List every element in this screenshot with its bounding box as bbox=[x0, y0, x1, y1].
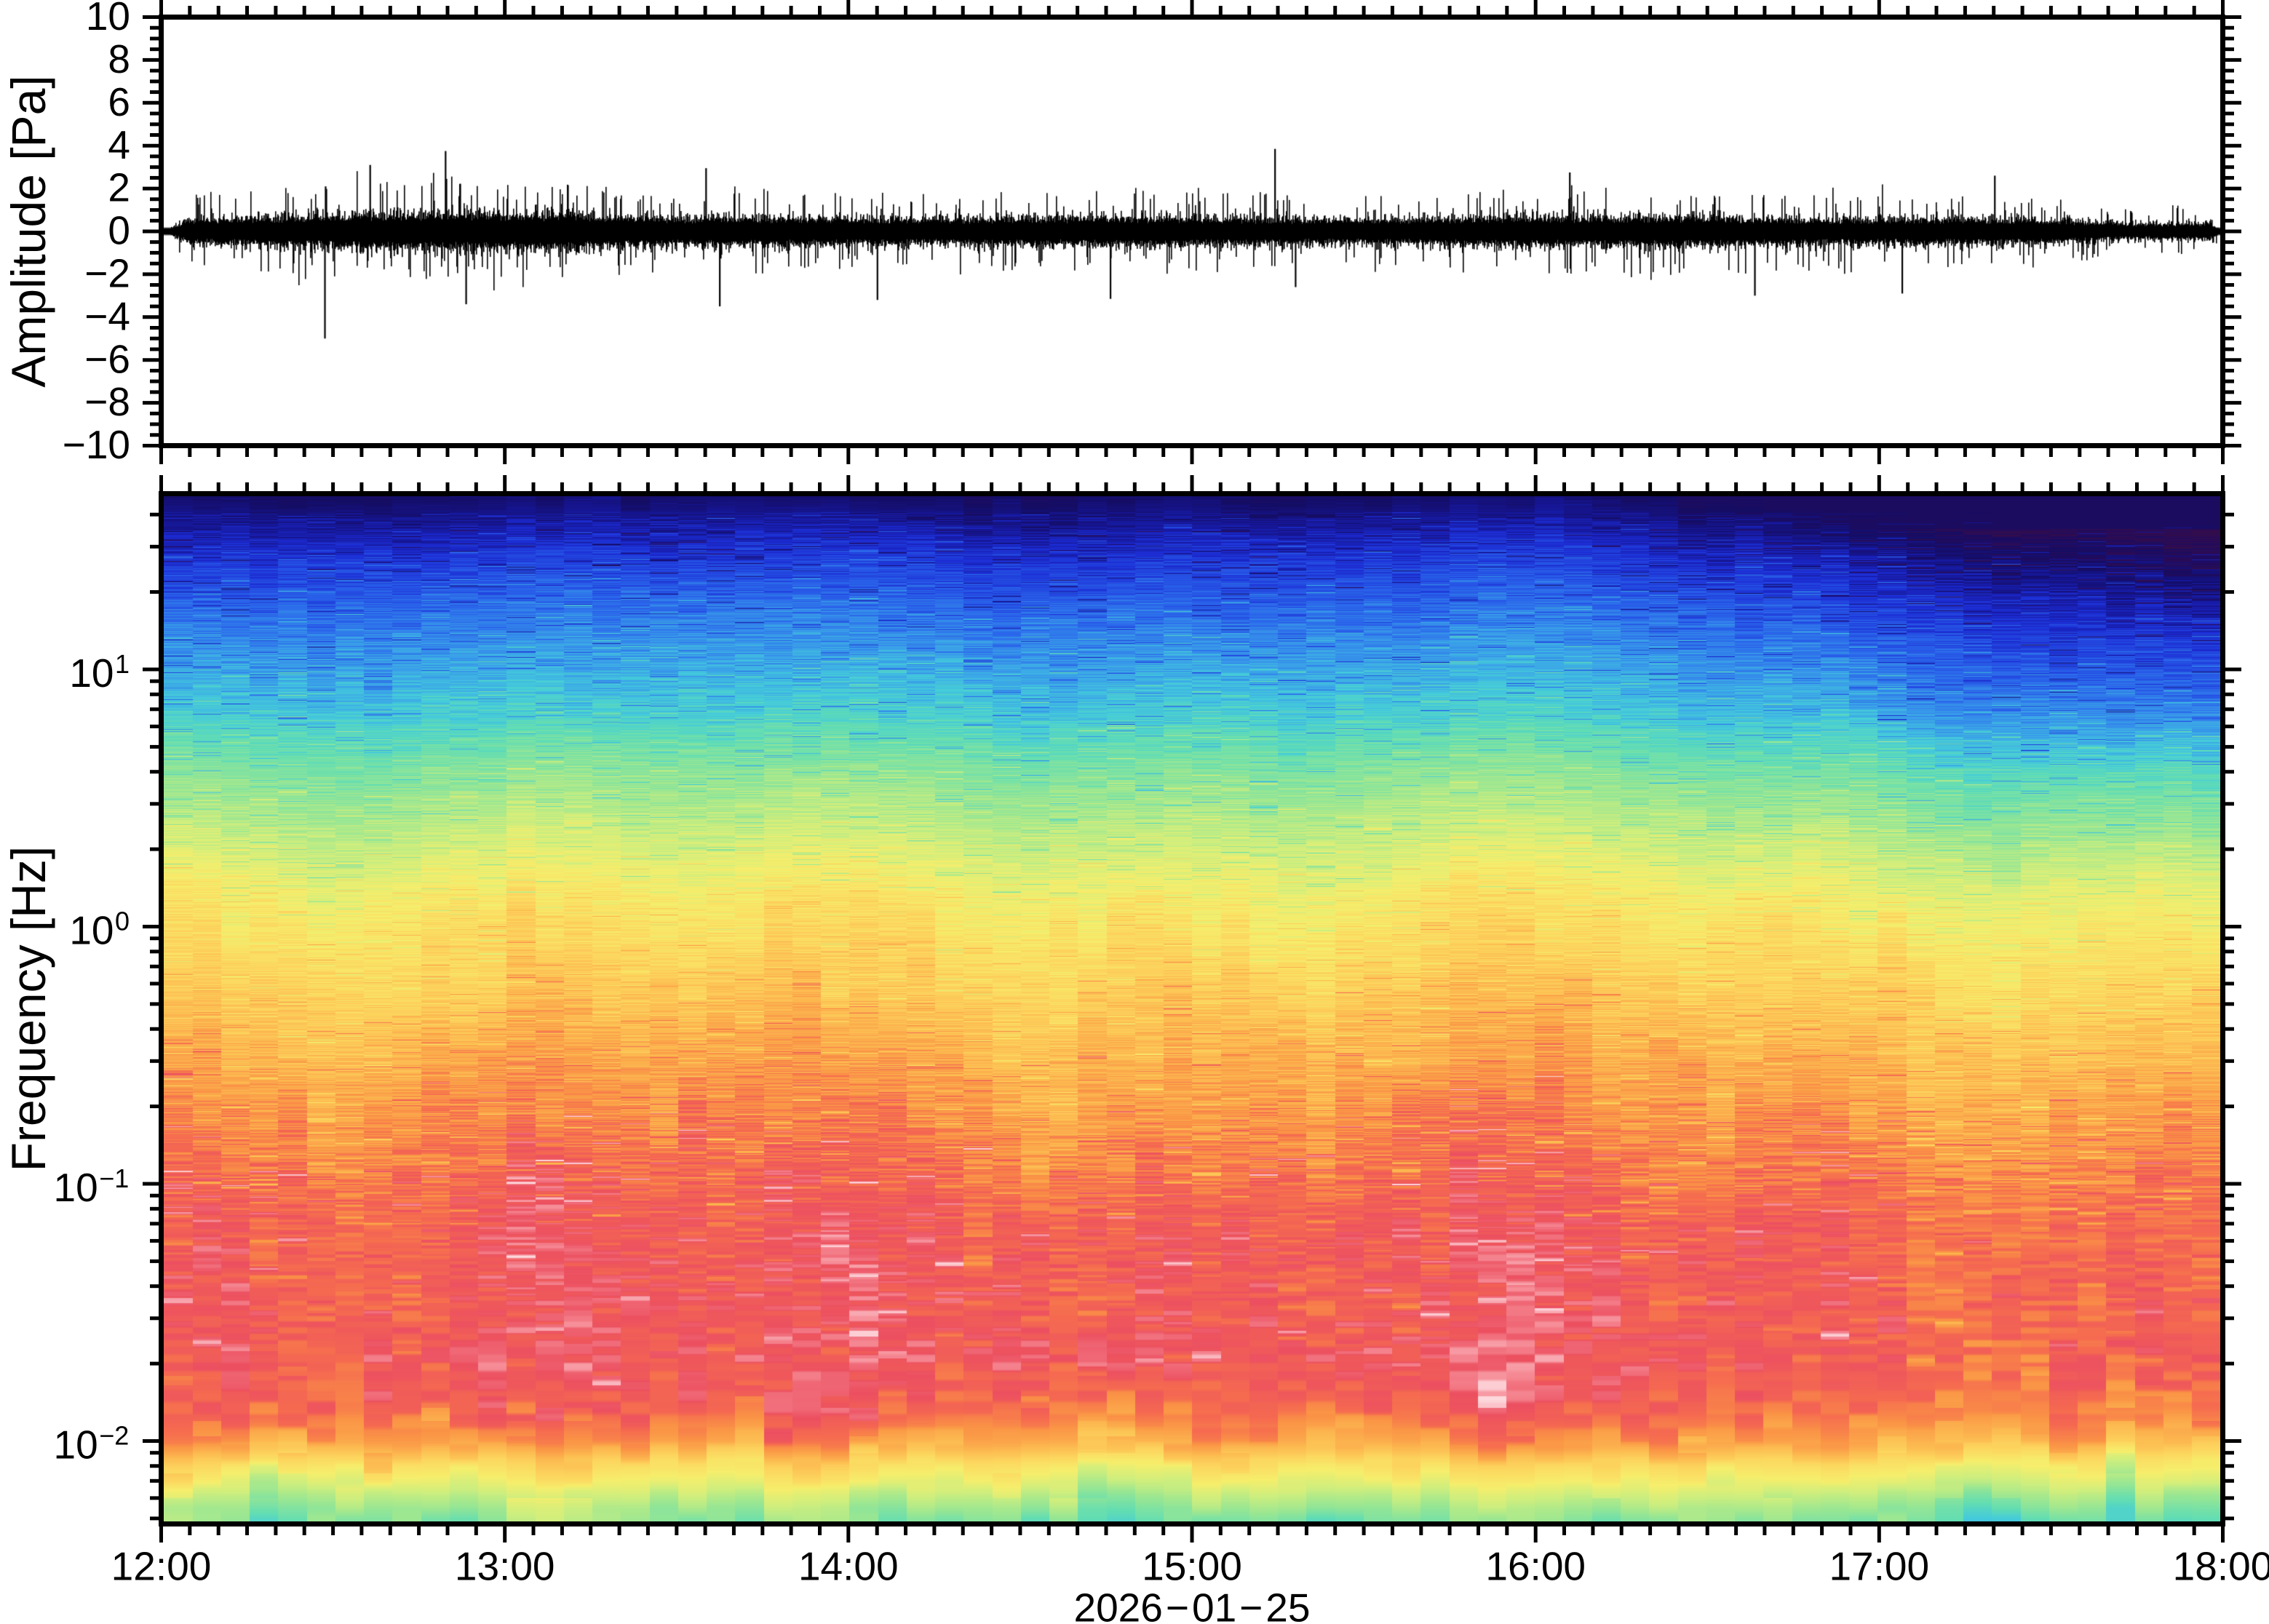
svg-text:Amplitude [Pa]: Amplitude [Pa] bbox=[1, 75, 55, 387]
svg-text:10: 10 bbox=[69, 907, 114, 952]
svg-text:0: 0 bbox=[115, 906, 130, 936]
svg-text:10: 10 bbox=[69, 650, 114, 696]
svg-text:−6: −6 bbox=[84, 336, 130, 381]
svg-text:16:00: 16:00 bbox=[1485, 1544, 1586, 1589]
svg-text:12:00: 12:00 bbox=[111, 1544, 212, 1589]
svg-text:2: 2 bbox=[108, 165, 130, 210]
svg-text:14:00: 14:00 bbox=[798, 1544, 899, 1589]
svg-text:−2: −2 bbox=[84, 251, 130, 296]
svg-text:1: 1 bbox=[115, 649, 130, 679]
svg-text:−10: −10 bbox=[63, 422, 130, 467]
svg-text:18:00: 18:00 bbox=[2173, 1544, 2269, 1589]
svg-text:10: 10 bbox=[54, 1165, 98, 1210]
svg-text:10: 10 bbox=[86, 0, 130, 39]
svg-text:4: 4 bbox=[108, 122, 130, 167]
svg-text:15:00: 15:00 bbox=[1142, 1544, 1242, 1589]
svg-text:10: 10 bbox=[54, 1422, 98, 1467]
svg-text:13:00: 13:00 bbox=[455, 1544, 555, 1589]
svg-text:17:00: 17:00 bbox=[1829, 1544, 1929, 1589]
svg-text:−8: −8 bbox=[84, 379, 130, 424]
svg-text:−2: −2 bbox=[99, 1420, 129, 1450]
svg-text:6: 6 bbox=[108, 79, 130, 124]
svg-text:2026−01−25: 2026−01−25 bbox=[1074, 1585, 1311, 1624]
svg-text:8: 8 bbox=[108, 36, 130, 81]
svg-text:−4: −4 bbox=[84, 293, 130, 338]
svg-text:0: 0 bbox=[108, 208, 130, 253]
svg-text:−1: −1 bbox=[99, 1163, 129, 1193]
svg-text:Frequency [Hz]: Frequency [Hz] bbox=[1, 846, 55, 1172]
